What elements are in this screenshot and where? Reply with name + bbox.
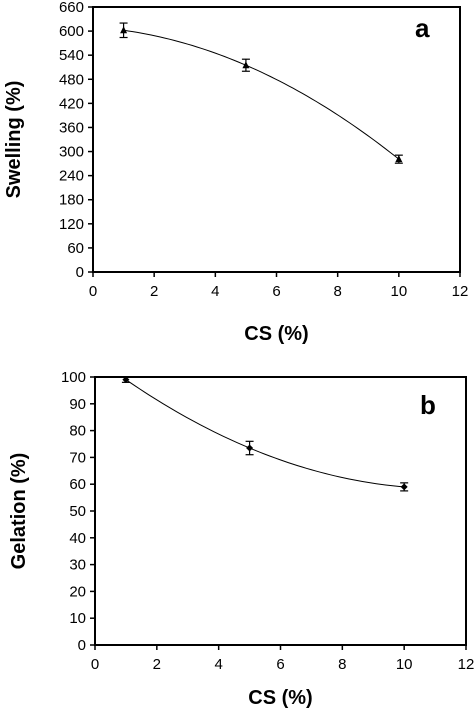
y-tick-label: 50 <box>69 503 86 520</box>
y-tick-label: 180 <box>59 192 84 209</box>
y-tick-label: 100 <box>61 369 86 386</box>
y-tick-label: 0 <box>76 264 84 281</box>
y-axis-title: Gelation (%) <box>8 453 30 570</box>
x-tick-label: 12 <box>458 656 474 673</box>
y-tick-label: 660 <box>59 0 84 16</box>
y-axis-title: Swelling (%) <box>3 81 25 199</box>
trend-line <box>123 29 400 160</box>
data-point <box>246 444 254 452</box>
x-tick-label: 0 <box>89 283 97 300</box>
y-tick-label: 10 <box>69 610 86 627</box>
y-tick-label: 40 <box>69 530 86 547</box>
x-tick-label: 6 <box>276 656 284 673</box>
x-tick-label: 0 <box>91 656 99 673</box>
panel-label: a <box>415 13 430 43</box>
chart-panel-b: 0 2 4 6 8 10 12 0 10 20 30 40 50 60 70 80 90 100 CS (%) Gel… <box>8 369 474 709</box>
y-tick-label: 20 <box>69 583 86 600</box>
data-point <box>395 155 403 163</box>
y-tick-label: 240 <box>59 168 84 185</box>
data-point <box>122 376 130 384</box>
x-tick-label: 10 <box>390 283 407 300</box>
x-tick-label: 4 <box>211 283 219 300</box>
y-tick-label: 70 <box>69 449 86 466</box>
x-tick-label: 2 <box>153 656 161 673</box>
y-tick-label: 600 <box>59 23 84 40</box>
y-tick-label: 60 <box>67 240 84 257</box>
y-tick-label: 0 <box>78 637 86 654</box>
y-tick-label: 360 <box>59 119 84 136</box>
x-tick-label: 4 <box>214 656 222 673</box>
plot-area <box>94 376 467 646</box>
y-tick-label: 30 <box>69 557 86 574</box>
y-tick-label: 120 <box>59 216 84 233</box>
x-axis-title: CS (%) <box>248 687 312 709</box>
data-point <box>400 483 408 491</box>
x-tick-label: 6 <box>272 283 280 300</box>
x-tick-label: 8 <box>333 283 341 300</box>
chart-panel-a: 0 2 4 6 8 10 120601201802403003604204805406006… <box>3 0 468 345</box>
panel-label: b <box>420 390 436 420</box>
plot-area <box>92 6 461 273</box>
y-tick-label: 540 <box>59 47 84 64</box>
x-tick-label: 12 <box>452 283 469 300</box>
y-tick-label: 480 <box>59 71 84 88</box>
x-tick-label: 10 <box>396 656 413 673</box>
y-tick-label: 80 <box>69 423 86 440</box>
y-tick-label: 60 <box>69 476 86 493</box>
x-tick-label: 2 <box>150 283 158 300</box>
y-tick-label: 420 <box>59 95 84 112</box>
trend-line <box>125 379 405 488</box>
x-tick-label: 8 <box>338 656 346 673</box>
data-point <box>242 61 250 69</box>
y-tick-label: 90 <box>69 396 86 413</box>
data-point <box>120 26 128 34</box>
x-axis-title: CS (%) <box>244 323 308 345</box>
y-tick-label: 300 <box>59 144 84 161</box>
